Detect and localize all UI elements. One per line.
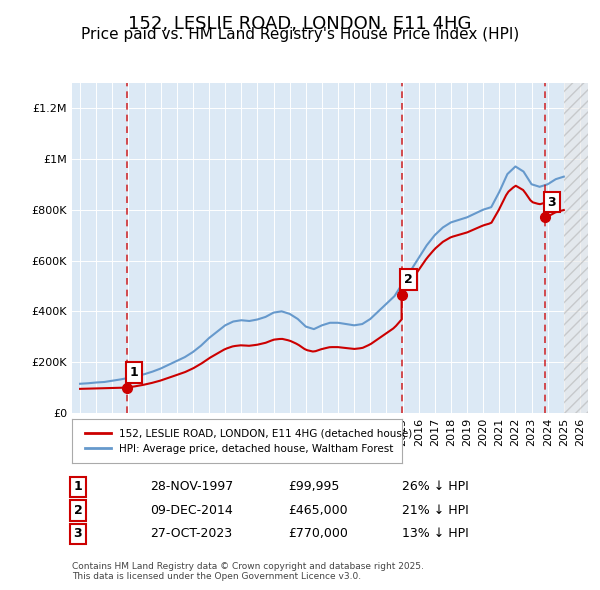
Bar — [564, 83, 588, 413]
Text: 21% ↓ HPI: 21% ↓ HPI — [402, 504, 469, 517]
Text: £770,000: £770,000 — [288, 527, 348, 540]
Text: 1: 1 — [130, 366, 138, 379]
Text: 1: 1 — [74, 480, 82, 493]
Text: 152, LESLIE ROAD, LONDON, E11 4HG: 152, LESLIE ROAD, LONDON, E11 4HG — [128, 15, 472, 33]
Text: £99,995: £99,995 — [288, 480, 340, 493]
Text: Contains HM Land Registry data © Crown copyright and database right 2025.
This d: Contains HM Land Registry data © Crown c… — [72, 562, 424, 581]
Text: 26% ↓ HPI: 26% ↓ HPI — [402, 480, 469, 493]
Text: 27-OCT-2023: 27-OCT-2023 — [150, 527, 232, 540]
Text: 2: 2 — [404, 273, 413, 286]
Text: 28-NOV-1997: 28-NOV-1997 — [150, 480, 233, 493]
Text: 3: 3 — [74, 527, 82, 540]
Text: £465,000: £465,000 — [288, 504, 347, 517]
Legend: 152, LESLIE ROAD, LONDON, E11 4HG (detached house), HPI: Average price, detached: 152, LESLIE ROAD, LONDON, E11 4HG (detac… — [80, 424, 416, 458]
Text: 13% ↓ HPI: 13% ↓ HPI — [402, 527, 469, 540]
Text: Price paid vs. HM Land Registry's House Price Index (HPI): Price paid vs. HM Land Registry's House … — [81, 27, 519, 41]
Bar — [564, 83, 588, 413]
Text: 09-DEC-2014: 09-DEC-2014 — [150, 504, 233, 517]
Text: 2: 2 — [74, 504, 82, 517]
Text: 3: 3 — [547, 195, 556, 208]
